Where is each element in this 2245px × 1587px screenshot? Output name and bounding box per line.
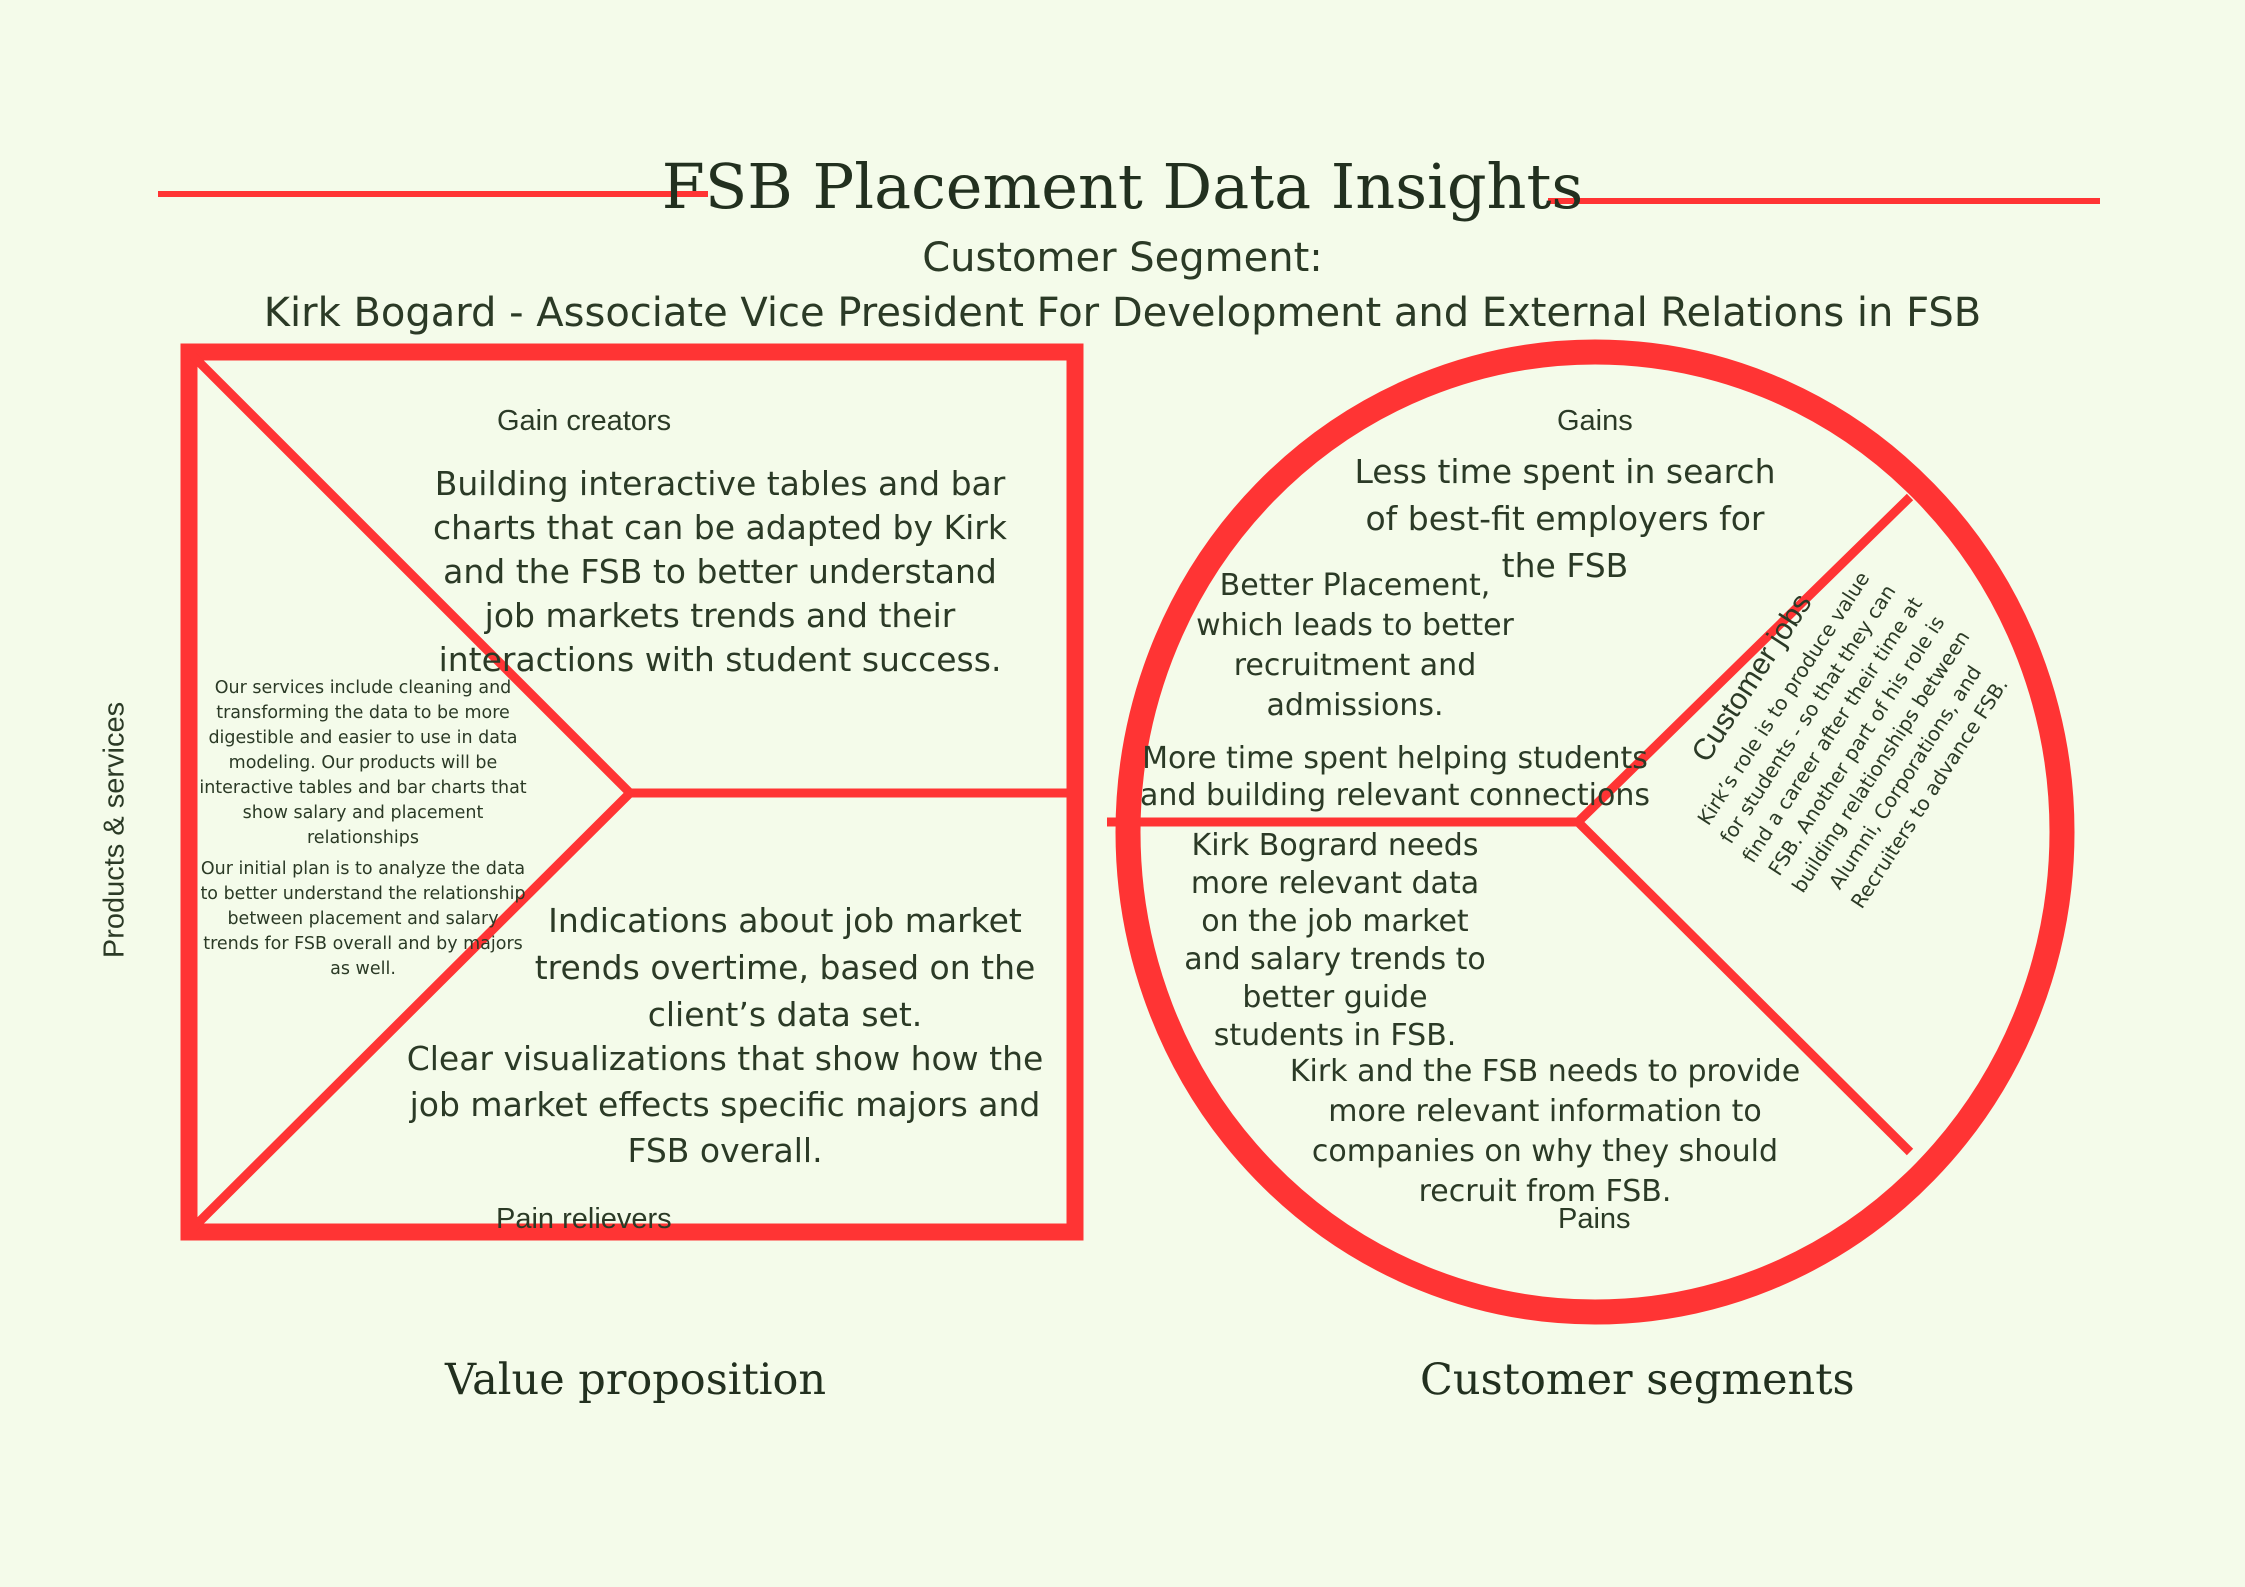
products-text-1: Our services include cleaning and transf… (199, 678, 527, 848)
pain-relievers-text-1: Indications about job market trends over… (534, 901, 1036, 1034)
pain-relievers-label: Pain relievers (496, 1203, 672, 1235)
products-services-label: Products & services (98, 701, 131, 959)
profile-diagonal-bottom (1574, 818, 1914, 1156)
gains-label: Gains (1557, 405, 1633, 437)
customer-segments-label: Customer segments (1420, 1355, 1855, 1405)
value-map-diagonal-bottom (189, 789, 634, 1232)
value-map-square (180, 343, 1084, 1241)
segment-name: Kirk Bogard - Associate Vice President F… (263, 290, 1982, 336)
gains-text-2: Better Placement, which leads to better … (1196, 568, 1514, 723)
page-title: FSB Placement Data Insights (661, 150, 1584, 223)
customer-profile-circle (1115, 339, 2075, 1325)
value-proposition-label: Value proposition (445, 1355, 827, 1405)
pain-relievers-text-2: Clear visualizations that show how the j… (406, 1039, 1044, 1170)
pains-label: Pains (1558, 1203, 1631, 1235)
profile-diagonal-top (1574, 493, 1914, 826)
gain-creators-label: Gain creators (497, 405, 672, 437)
gains-text-1: Less time spent in search of best-fit em… (1354, 452, 1776, 585)
value-map-diagonal-top (189, 352, 634, 797)
pains-text-1: Kirk Bogrard needs more relevant data on… (1184, 828, 1486, 1053)
gains-text-3: More time spent helping students and bui… (1140, 741, 1650, 813)
products-text-2: Our initial plan is to analyze the data … (200, 859, 526, 979)
gain-creators-text: Building interactive tables and bar char… (433, 464, 1007, 679)
pains-text-2: Kirk and the FSB needs to provide more r… (1289, 1054, 1801, 1209)
segment-label: Customer Segment: (922, 235, 1323, 281)
